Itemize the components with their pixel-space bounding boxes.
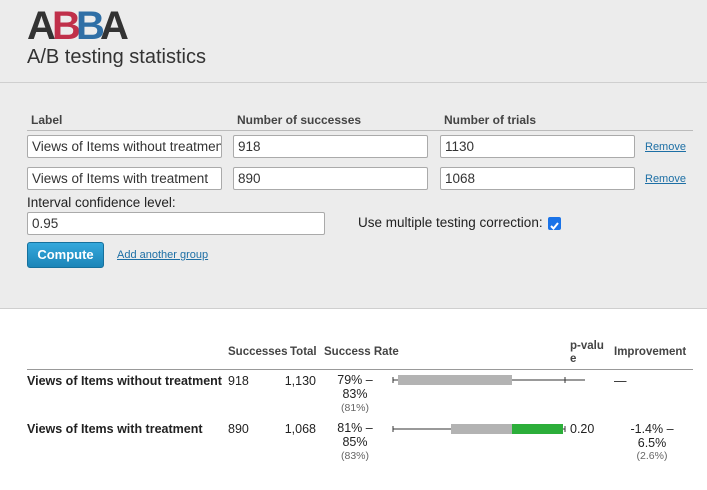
label-input[interactable]: Views of Items with treatment — [27, 167, 222, 190]
improvement-low: -1.4% – — [630, 422, 674, 436]
compute-button[interactable]: Compute — [27, 242, 104, 268]
column-header: Label — [31, 113, 63, 127]
result-header: Total — [290, 346, 317, 358]
add-group-link[interactable]: Add another group — [117, 249, 209, 261]
improvement-estimate: (2.6%) — [636, 450, 668, 462]
correction-label: Use multiple testing correction: — [358, 215, 543, 230]
result-header: Successes — [228, 346, 288, 358]
check-mark — [550, 222, 559, 230]
p-value: 0.20 — [570, 422, 595, 436]
interval-graphic — [392, 424, 566, 434]
app-title: A/B testing statistics — [27, 46, 206, 68]
logo-letter: B — [52, 4, 81, 48]
logo-letter: A — [100, 4, 129, 48]
logo-letter: A — [27, 4, 56, 48]
result-header: Improvement — [614, 346, 687, 358]
rate-interval — [451, 424, 512, 434]
trials-input[interactable]: 1068 — [440, 167, 635, 190]
column-header: Number of trials — [444, 113, 537, 127]
header-rule — [27, 369, 693, 370]
successes: 890 — [228, 422, 249, 436]
correction-checkbox[interactable] — [548, 217, 561, 230]
rate-interval — [398, 375, 512, 385]
confidence-input[interactable]: 0.95 — [27, 212, 325, 235]
group-name: Views of Items with treatment — [27, 422, 203, 436]
interval-graphic — [392, 375, 585, 385]
remove-link[interactable]: Remove — [645, 141, 686, 153]
successes-input[interactable]: 918 — [233, 135, 428, 158]
remove-link[interactable]: Remove — [645, 173, 686, 185]
header-rule — [27, 130, 693, 131]
column-header: Number of successes — [237, 113, 362, 127]
result-header: Success Rate — [324, 346, 399, 358]
result-header: p-value — [570, 340, 604, 365]
rate-high: 85% — [342, 435, 368, 449]
rate-low: 79% – — [337, 373, 373, 387]
confidence-label: Interval confidence level: — [27, 195, 176, 210]
successes: 918 — [228, 374, 249, 388]
group-name: Views of Items without treatment — [27, 374, 222, 388]
improvement: — — [614, 374, 627, 388]
total: 1,068 — [284, 422, 316, 436]
rate-high: 83% — [342, 387, 368, 401]
rate-estimate: (83%) — [340, 450, 369, 462]
separator — [0, 82, 707, 83]
label-input[interactable]: Views of Items without treatment — [27, 135, 222, 158]
successes-input[interactable]: 890 — [233, 167, 428, 190]
logo-letter: B — [76, 4, 105, 48]
rate-estimate: (81%) — [340, 402, 369, 414]
improvement-interval — [512, 424, 563, 434]
rate-low: 81% – — [337, 421, 373, 435]
total: 1,130 — [284, 374, 316, 388]
trials-input[interactable]: 1130 — [440, 135, 635, 158]
improvement-high: 6.5% — [637, 436, 667, 450]
